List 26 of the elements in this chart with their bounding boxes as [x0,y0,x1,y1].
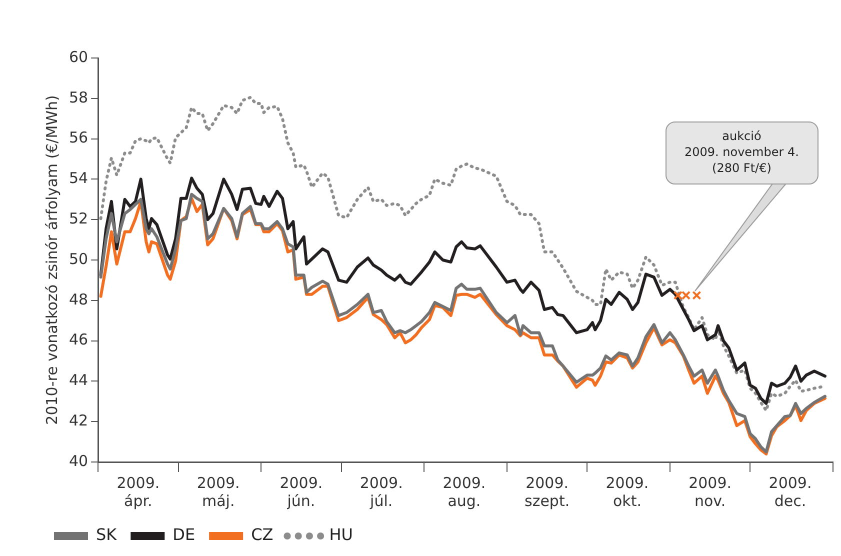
y-tick-label: 50 [68,250,88,268]
y-tick-label: 46 [68,330,88,349]
y-tick-label: 54 [68,169,88,188]
x-tick-label: 2009. nov. [688,474,732,510]
legend-label: HU [329,525,353,544]
y-axis-title: 2010-re vonatkozó zsinór árfolyam (€/MWh) [42,95,61,425]
x-tick-label: 2009. máj. [196,474,240,510]
y-tick-label: 56 [68,128,88,147]
y-tick-label: 48 [68,290,88,308]
y-tick-label: 58 [68,88,88,106]
x-tick-label: 2009. szept. [524,474,570,510]
x-tick-label: 2009. dec. [768,474,812,510]
y-tick-label: 42 [68,411,88,430]
annotation: aukció 2009. november 4. (280 Ft/€) [683,128,800,176]
x-tick-label: 2009. aug. [442,474,486,510]
x-tick-label: 2009. júl. [360,474,403,510]
y-tick-label: 40 [68,452,88,470]
legend-label: CZ [251,525,274,544]
x-tick-label: 2009. okt. [606,474,649,510]
y-tick-label: 44 [68,371,88,390]
x-tick-label: 2009. jún. [280,474,323,510]
y-tick-label: 60 [68,48,88,66]
legend-label: DE [172,525,196,544]
x-tick-label: 2009. ápr. [116,474,160,510]
y-tick-label: 52 [68,209,88,228]
legend-label: SK [96,525,118,544]
